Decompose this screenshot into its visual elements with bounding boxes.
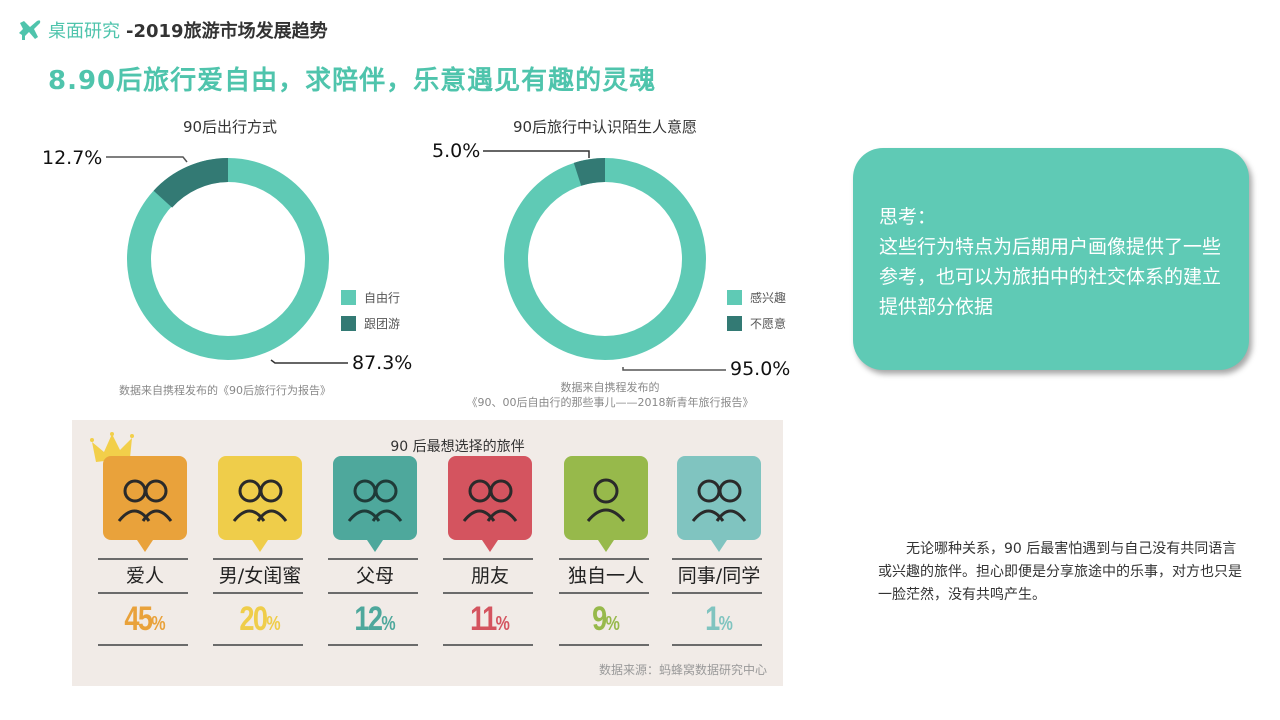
source-line: 《90、00后自由行的那些事儿——2018新青年旅行报告》 [466, 396, 754, 409]
legend-item: 不愿意 [727, 310, 786, 336]
companion-pct: 1% [705, 600, 733, 638]
companion-pct: 12% [354, 600, 396, 638]
header-subtitle: -2019旅游市场发展趋势 [126, 21, 328, 42]
companion-item: 爱人 45% [98, 456, 192, 646]
divider [672, 592, 762, 594]
divider [98, 592, 188, 594]
legend-label: 感兴趣 [750, 290, 787, 305]
chart2-source: 数据来自携程发布的 《90、00后自由行的那些事儿——2018新青年旅行报告》 [440, 380, 780, 410]
crown-icon [90, 432, 134, 462]
chart1-label-group: 12.7% [42, 147, 103, 169]
divider [328, 592, 418, 594]
companion-pct: 45% [124, 600, 166, 638]
companion-pct: 11% [470, 600, 510, 638]
source-line: 数据来自携程发布的 [560, 381, 660, 394]
companion-label: 同事/同学 [677, 565, 761, 587]
divider [328, 558, 418, 560]
companion-panel: 90 后最想选择的旅伴 爱人 45% 男/女闺蜜 20% 父母 12% [72, 420, 783, 686]
think-heading: 思考： [879, 206, 937, 228]
divider [213, 592, 303, 594]
legend-swatch [727, 289, 742, 305]
legend-label: 不愿意 [750, 316, 787, 331]
legend-item: 跟团游 [341, 310, 400, 336]
divider [98, 558, 188, 560]
colleagues-icon [677, 456, 761, 552]
divider [213, 644, 303, 646]
companion-item: 男/女闺蜜 20% [213, 456, 307, 646]
divider [559, 592, 649, 594]
brand-label: 桌面研究 [48, 21, 120, 42]
page-title: 8.90后旅行爱自由，求陪伴，乐意遇见有趣的灵魂 [48, 66, 657, 96]
chart1-segment-group [153, 158, 228, 208]
companion-label: 爱人 [125, 565, 164, 587]
legend-label: 跟团游 [364, 316, 401, 331]
chart1-title: 90后出行方式 [182, 118, 278, 136]
legend-item: 感兴趣 [727, 284, 786, 310]
think-body: 这些行为特点为后期用户画像提供了一些参考，也可以为旅拍中的社交体系的建立提供部分… [879, 236, 1222, 318]
companion-pct: 9% [592, 600, 620, 638]
think-box: 思考： 这些行为特点为后期用户画像提供了一些参考，也可以为旅拍中的社交体系的建立… [853, 148, 1249, 370]
divider [559, 558, 649, 560]
chart2-label-interested: 95.0% [730, 358, 791, 380]
legend-item: 自由行 [341, 284, 400, 310]
companion-item: 父母 12% [328, 456, 422, 646]
companion-item: 同事/同学 1% [672, 456, 766, 646]
divider [672, 644, 762, 646]
best-friends-icon [218, 456, 302, 552]
companion-pct: 20% [239, 600, 281, 638]
divider [328, 644, 418, 646]
divider [443, 644, 533, 646]
header: 桌面研究 -2019旅游市场发展趋势 [18, 16, 328, 44]
chart2-legend: 感兴趣 不愿意 [727, 284, 786, 336]
chart1-label-free: 87.3% [352, 352, 413, 374]
companion-item: 朋友 11% [443, 456, 537, 646]
solo-traveler-icon [564, 456, 648, 552]
companion-title: 90 后最想选择的旅伴 [390, 439, 525, 455]
couple-icon [103, 456, 187, 552]
chart1-source: 数据来自携程发布的《90后旅行行为报告》 [119, 384, 331, 397]
parents-icon [333, 456, 417, 552]
legend-label: 自由行 [364, 290, 401, 305]
divider [672, 558, 762, 560]
companion-source: 数据来源：蚂蜂窝数据研究中心 [598, 663, 767, 677]
divider [98, 644, 188, 646]
chart2-label-unwilling: 5.0% [432, 140, 481, 162]
divider [443, 558, 533, 560]
companion-label: 独自一人 [567, 565, 644, 587]
note-paragraph: 无论哪种关系，90 后最害怕遇到与自己没有共同语言或兴趣的旅伴。担心即便是分享旅… [878, 541, 1242, 603]
chart1-legend: 自由行 跟团游 [341, 284, 400, 336]
friends-icon [448, 456, 532, 552]
companion-item: 独自一人 9% [559, 456, 653, 646]
companion-label: 朋友 [470, 565, 509, 587]
divider [213, 558, 303, 560]
divider [559, 644, 649, 646]
legend-swatch [341, 289, 356, 305]
airplane-icon [19, 20, 41, 40]
legend-swatch [341, 315, 356, 331]
companion-label: 男/女闺蜜 [218, 565, 302, 587]
chart2-donut [483, 150, 726, 371]
legend-swatch [727, 315, 742, 331]
chart1-donut [106, 156, 348, 364]
chart2-title: 90后旅行中认识陌生人意愿 [512, 118, 698, 136]
divider [443, 592, 533, 594]
companion-label: 父母 [355, 565, 394, 587]
